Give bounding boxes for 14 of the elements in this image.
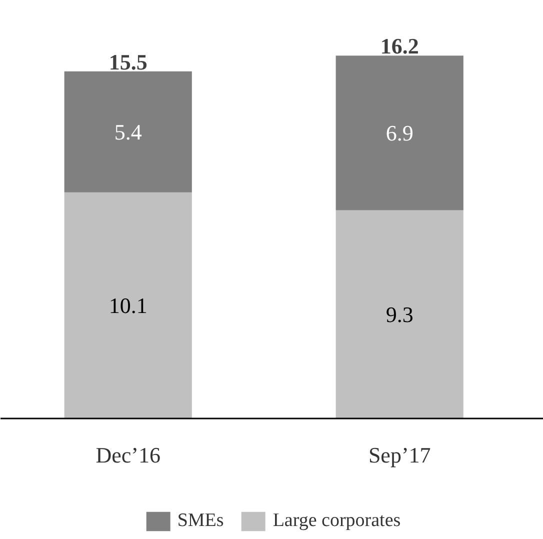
data-label: 5.4: [114, 119, 142, 144]
bar: [64, 192, 192, 419]
bar: [336, 56, 464, 210]
total-label: 15.5: [108, 49, 148, 74]
x-tick-label: Dec’16: [96, 442, 160, 468]
data-label: 6.9: [386, 120, 414, 146]
total-label: 16.2: [380, 34, 419, 59]
x-tick-label: Sep’17: [368, 442, 431, 468]
legend-label: SMEs: [177, 510, 224, 532]
bar: [336, 210, 464, 419]
legend-label: Large corporates: [272, 510, 401, 532]
data-label: 9.3: [386, 302, 414, 327]
bar: [64, 71, 192, 192]
data-label: 10.1: [108, 292, 148, 318]
